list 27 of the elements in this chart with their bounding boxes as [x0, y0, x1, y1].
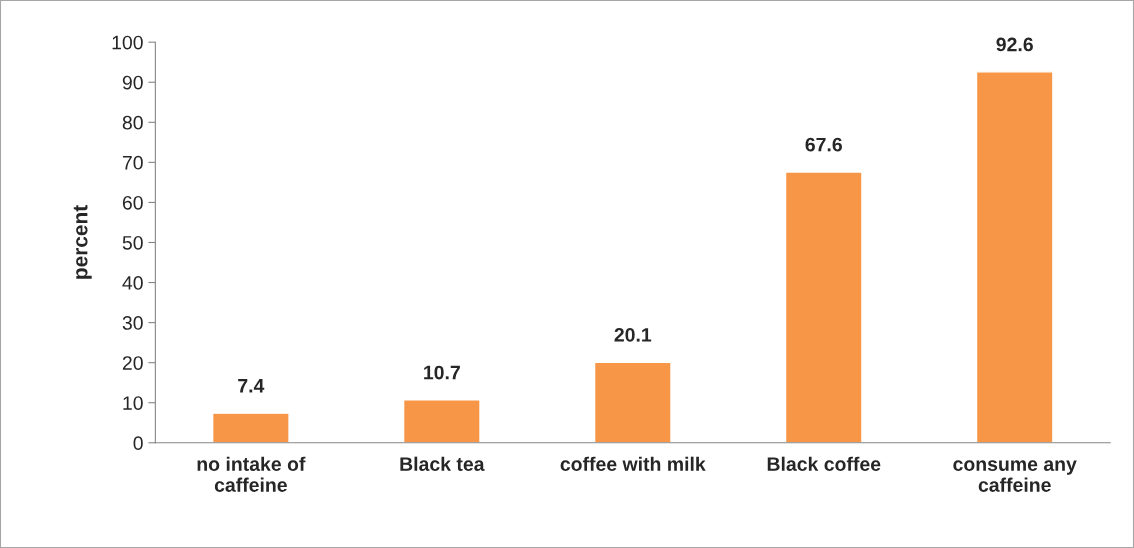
x-tick-label: no intake of caffeine [197, 456, 306, 492]
y-tick-label: 80 [122, 115, 143, 130]
bar [975, 71, 1054, 443]
x-tick-label: Black tea [400, 456, 485, 471]
y-tick-label: 90 [122, 75, 143, 90]
data-label: 92.6 [996, 37, 1033, 52]
y-axis-title: percent [73, 205, 92, 279]
y-tick-label: 40 [122, 276, 143, 290]
y-tick-label: 60 [122, 195, 143, 210]
x-tick-label: Black coffee [767, 456, 881, 471]
data-label: 10.7 [424, 365, 460, 380]
y-tick-label: 10 [123, 396, 143, 410]
bar [784, 171, 863, 443]
y-tick-label: 20 [122, 356, 143, 370]
bar [211, 412, 290, 443]
data-label: 67.6 [805, 137, 842, 152]
y-tick-label: 50 [122, 235, 143, 250]
y-tick-label: 70 [122, 155, 143, 170]
y-tick-label: 0 [133, 436, 143, 451]
y-tick-label: 30 [122, 316, 143, 330]
data-label: 7.4 [238, 379, 265, 393]
y-tick-label: 100 [112, 35, 143, 50]
x-tick-label: coffee with milk [560, 456, 706, 471]
bar [402, 399, 481, 443]
bar [593, 361, 672, 443]
x-tick-label: consume any caffeine [953, 460, 1077, 492]
data-label: 20.1 [614, 327, 652, 342]
